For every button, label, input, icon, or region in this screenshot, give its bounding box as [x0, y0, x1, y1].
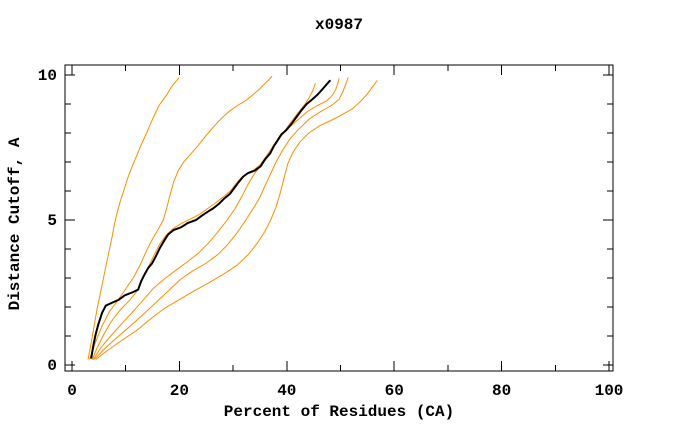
orange-curve-6: [95, 80, 378, 360]
x-tick-label: 80: [492, 382, 511, 400]
plot-border: [64, 64, 614, 372]
data-series-layer: [87, 76, 378, 360]
y-axis-label: Distance Cutoff, A: [6, 137, 24, 310]
chart-title: x0987: [315, 16, 363, 34]
x-tick-label: 60: [385, 382, 404, 400]
x-tick-label: 20: [170, 382, 189, 400]
black-curve: [90, 79, 331, 359]
y-tick-label: 0: [47, 357, 57, 375]
orange-curve-3: [91, 83, 316, 360]
x-axis-label: Percent of Residues (CA): [224, 403, 454, 421]
x-tick-label: 40: [277, 382, 296, 400]
y-tick-label: 10: [38, 67, 57, 85]
orange-curve-4: [93, 78, 340, 360]
tick-labels-layer: 0 20 40 60 80 100 0 5 10: [38, 67, 624, 400]
x-tick-label: 100: [595, 382, 624, 400]
orange-curve-5: [94, 77, 349, 360]
x-tick-label: 0: [67, 382, 77, 400]
orange-curve-1: [87, 77, 180, 360]
orange-curve-2: [89, 76, 273, 360]
axes-frame: [64, 64, 614, 372]
y-tick-label: 5: [47, 212, 57, 230]
